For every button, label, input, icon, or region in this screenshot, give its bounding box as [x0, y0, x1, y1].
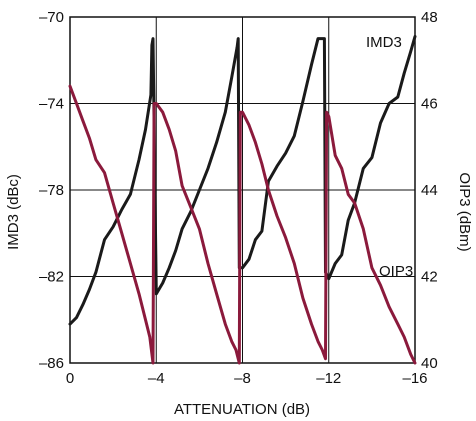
y-right-tick-label: 48: [421, 9, 438, 26]
y-right-tick-label: 46: [421, 96, 438, 113]
series-label-imd3: IMD3: [366, 34, 402, 51]
y-right-tick-label: 40: [421, 355, 438, 372]
x-tick-label: –8: [234, 370, 251, 387]
y-left-tick-label: –86: [39, 355, 64, 372]
y-left-tick-label: –70: [39, 9, 64, 26]
x-axis-label: ATTENUATION (dB): [174, 401, 310, 418]
x-tick-label: –12: [316, 370, 341, 387]
x-tick-label: –16: [402, 370, 427, 387]
series-layer: [68, 35, 417, 365]
y-left-tick-label: –82: [39, 269, 64, 286]
y-left-tick-label: –78: [39, 182, 64, 199]
grid: [70, 17, 415, 363]
plot-frame: [69, 16, 416, 364]
y-left-tick-label: –74: [39, 96, 64, 113]
y-axis-left-label: IMD3 (dBc): [5, 174, 22, 250]
series-line-oip3: [68, 84, 417, 365]
series-label-oip3: OIP3: [379, 263, 413, 280]
ticks-layer: 0 –4 –8 –12 –16 –70 –74 –78 –82 –86 48 46 44 42 40: [39, 9, 438, 387]
x-tick-label: –4: [148, 370, 165, 387]
y-axis-right-label: OIP3 (dBm): [456, 172, 473, 251]
x-tick-label: 0: [66, 370, 74, 387]
y-right-tick-label: 42: [421, 269, 438, 286]
y-right-tick-label: 44: [421, 182, 438, 199]
